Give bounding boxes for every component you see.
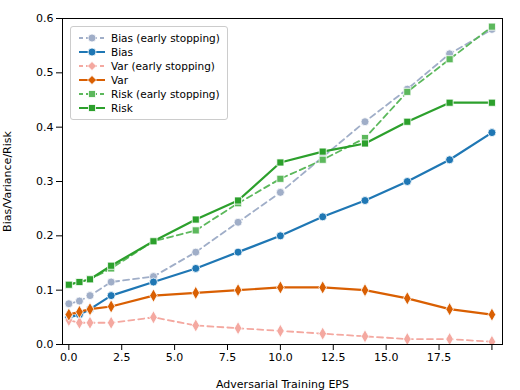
html-text:Bias: Bias [111,46,133,58]
svg-text:2.5: 2.5 [113,351,131,364]
svg-text:0.5: 0.5 [36,66,54,79]
svg-text:0.0: 0.0 [60,351,78,364]
svg-text:0.4: 0.4 [36,121,54,134]
svg-text:0.1: 0.1 [36,284,54,297]
html-text:Risk (early stopping): Risk (early stopping) [111,88,220,100]
svg-text:5.0: 5.0 [166,351,184,364]
svg-text:0.0: 0.0 [36,338,54,351]
html-text:Var: Var [111,74,129,86]
svg-text:17.5: 17.5 [427,351,452,364]
svg-text:0.2: 0.2 [36,229,54,242]
svg-text:15.0: 15.0 [374,351,399,364]
svg-text:Bias/Variance/Risk: Bias/Variance/Risk [1,130,14,231]
html-text:Bias (early stopping): Bias (early stopping) [111,32,220,44]
svg-text:0.3: 0.3 [36,175,54,188]
svg-text:7.5: 7.5 [219,351,237,364]
html-text:Var (early stopping): Var (early stopping) [111,60,215,72]
svg-text:12.5: 12.5 [321,351,346,364]
html-text:Risk: Risk [111,102,133,114]
svg-text:10.0: 10.0 [268,351,293,364]
svg-text:Adversarial Training EPS: Adversarial Training EPS [216,378,349,390]
svg-text:0.6: 0.6 [36,12,54,25]
